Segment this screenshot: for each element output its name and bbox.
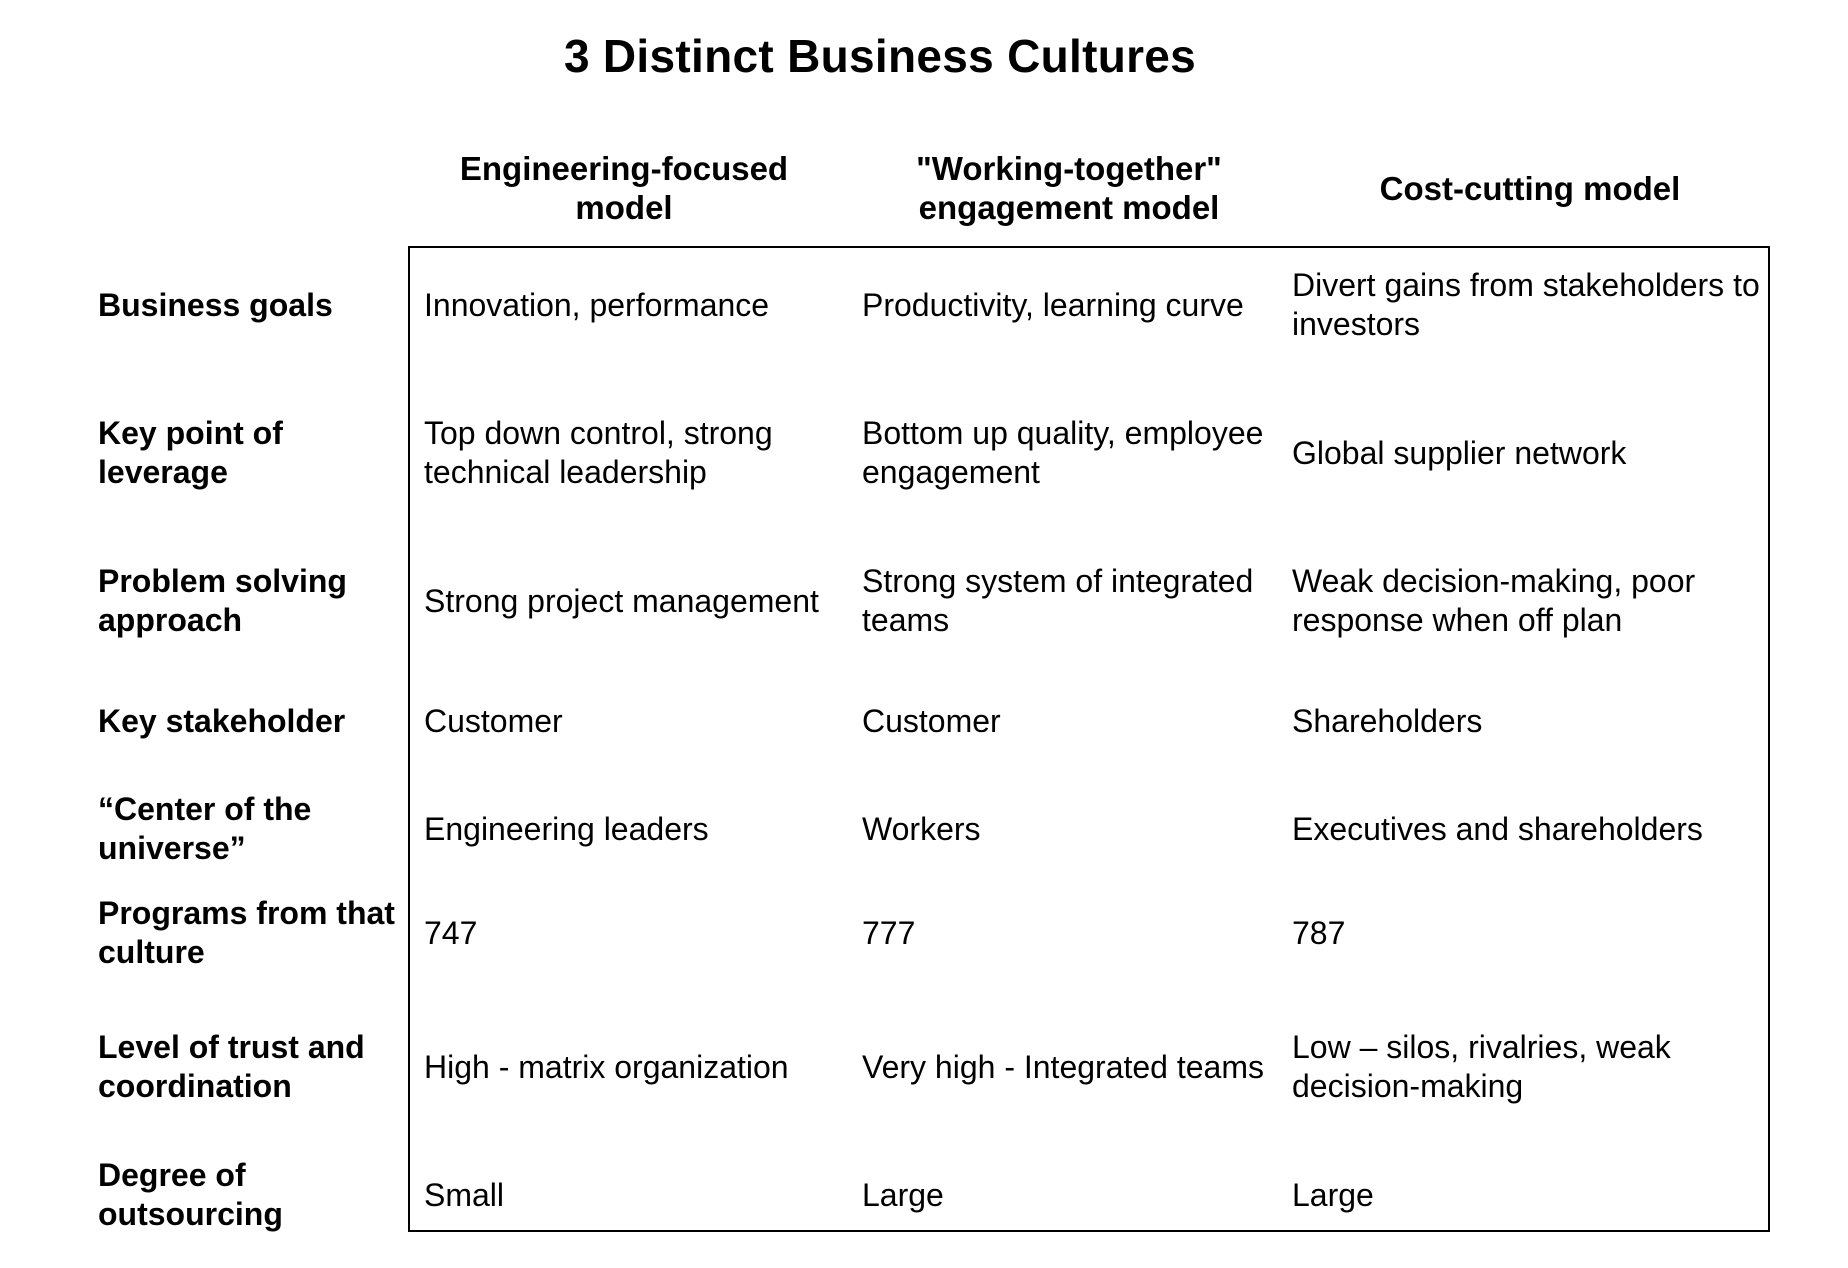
- table-row-key-point-of-leverage: Key point of leverage Top down control, …: [0, 408, 1848, 498]
- row-label: Business goals: [98, 286, 333, 323]
- cell-engineering: Innovation, performance: [424, 286, 770, 323]
- cell-working-together: 777: [862, 914, 916, 951]
- column-header-engineering: Engineering-focused model: [459, 150, 789, 226]
- cell-engineering: High - matrix organization: [424, 1048, 789, 1085]
- cell-cost-cutting: Divert gains from stakeholders to invest…: [1292, 267, 1760, 342]
- table-row-degree-of-outsourcing: Degree of outsourcing Small Large Large: [0, 1150, 1848, 1240]
- table-row-key-stakeholder: Key stakeholder Customer Customer Shareh…: [0, 694, 1848, 748]
- cell-engineering: Engineering leaders: [424, 810, 709, 847]
- row-label: Degree of outsourcing: [98, 1157, 283, 1232]
- row-label: Key point of leverage: [98, 415, 283, 490]
- row-label: Problem solving approach: [98, 563, 347, 638]
- cell-working-together: Strong system of integrated teams: [862, 563, 1254, 638]
- cell-engineering: 747: [424, 914, 478, 951]
- cell-engineering: Small: [424, 1176, 505, 1213]
- table-row-level-of-trust: Level of trust and coordination High - m…: [0, 1022, 1848, 1112]
- table-frame: [408, 246, 1770, 1232]
- cell-cost-cutting: Global supplier network: [1292, 434, 1627, 471]
- cell-working-together: Productivity, learning curve: [862, 286, 1244, 323]
- cell-cost-cutting: Shareholders: [1292, 702, 1483, 739]
- column-header-cost-cutting: Cost-cutting model: [1379, 169, 1681, 207]
- row-label: “Center of the universe”: [98, 791, 312, 866]
- cell-working-together: Customer: [862, 702, 1001, 739]
- table-row-programs-from-that-culture: Programs from that culture 747 777 787: [0, 888, 1848, 978]
- cell-cost-cutting: Weak decision-making, poor response when…: [1292, 563, 1696, 638]
- cell-working-together: Large: [862, 1176, 944, 1213]
- cell-cost-cutting: Low – silos, rivalries, weak decision-ma…: [1292, 1029, 1671, 1104]
- cell-working-together: Bottom up quality, employee engagement: [862, 415, 1264, 490]
- row-label: Key stakeholder: [98, 702, 346, 739]
- cell-cost-cutting: Executives and shareholders: [1292, 810, 1703, 847]
- column-header-working-together: "Working-together" engagement model: [916, 150, 1222, 226]
- row-label: Level of trust and coordination: [98, 1029, 365, 1104]
- cell-engineering: Strong project management: [424, 582, 819, 619]
- page-title: 3 Distinct Business Cultures: [563, 30, 1197, 82]
- cell-cost-cutting: Large: [1292, 1176, 1374, 1213]
- cell-working-together: Very high - Integrated teams: [862, 1048, 1264, 1085]
- cell-working-together: Workers: [862, 810, 981, 847]
- table-row-problem-solving-approach: Problem solving approach Strong project …: [0, 556, 1848, 646]
- table-row-center-of-the-universe: “Center of the universe” Engineering lea…: [0, 784, 1848, 874]
- cell-engineering: Customer: [424, 702, 563, 739]
- cell-engineering: Top down control, strong technical leade…: [424, 415, 773, 490]
- cell-cost-cutting: 787: [1292, 914, 1346, 951]
- row-label: Programs from that culture: [98, 895, 395, 970]
- table-row-business-goals: Business goals Innovation, performance P…: [0, 260, 1848, 350]
